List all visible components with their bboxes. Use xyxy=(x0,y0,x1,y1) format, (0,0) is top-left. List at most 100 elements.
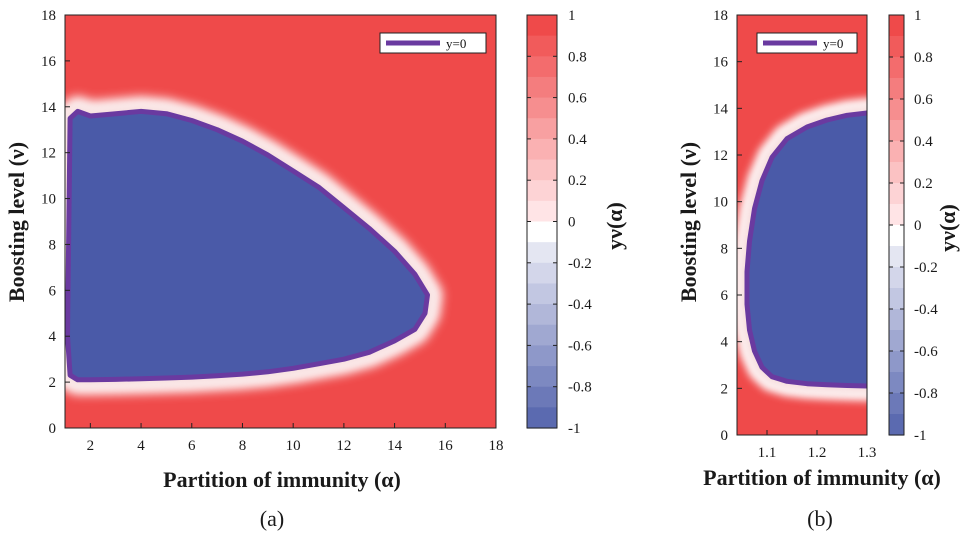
colorbar-bin xyxy=(527,76,557,99)
colorbar-bin xyxy=(889,225,904,247)
x-tick-label: 6 xyxy=(188,438,196,454)
colorbar-tick-label: 0.6 xyxy=(568,91,587,107)
y-tick-label: 10 xyxy=(41,192,56,208)
colorbar-bin xyxy=(527,366,557,388)
y-tick-label: 16 xyxy=(41,54,57,70)
y-tick-label: 12 xyxy=(41,146,56,162)
colorbar-bin xyxy=(889,204,904,226)
y-tick-label: 0 xyxy=(49,421,57,437)
colorbar-bin xyxy=(527,200,557,223)
y-tick-label: 18 xyxy=(41,8,56,24)
colorbar-bin xyxy=(527,345,557,367)
y-tick-label: 12 xyxy=(713,148,728,164)
colorbar-tick-label: 0.2 xyxy=(568,173,587,189)
colorbar-tick-label: -0.4 xyxy=(568,297,592,313)
y-tick-label: 4 xyxy=(49,329,57,345)
colorbar: 1 0.8 0.6 0.4 0.2 0 -0.2 -0.4 -0.6 -0.8 -1 yν(α) xyxy=(888,8,960,444)
y-axis-label: Boosting level (ν) xyxy=(676,142,701,302)
x-tick-label: 16 xyxy=(438,438,454,454)
colorbar-tick-label: -0.2 xyxy=(568,256,592,272)
y-tick-label: 14 xyxy=(713,101,729,117)
y-tick-label: 6 xyxy=(721,288,729,304)
colorbar-bin xyxy=(889,351,904,373)
colorbar-bin xyxy=(527,180,557,202)
x-tick-label: 10 xyxy=(286,438,301,454)
colorbar-bin xyxy=(889,267,904,289)
colorbar-bin xyxy=(527,283,557,305)
colorbar-tick-label: 0.8 xyxy=(914,50,933,66)
colorbar-bin xyxy=(889,183,904,205)
y-tick-label: 16 xyxy=(713,55,729,71)
y-tick-label: 8 xyxy=(721,241,729,257)
y-tick-label: 4 xyxy=(721,335,729,351)
legend: y=0 xyxy=(379,32,487,54)
y-tick-label: 14 xyxy=(41,100,57,116)
x-axis-label: Partition of immunity (α) xyxy=(163,467,401,492)
colorbar-bin xyxy=(889,246,904,268)
heatmap-field xyxy=(65,96,443,395)
colorbar-tick-label: 0.6 xyxy=(914,92,933,108)
panel-caption: (b) xyxy=(807,506,833,531)
colorbar-tick-label: -0.6 xyxy=(914,344,938,360)
colorbar-tick-label: -0.4 xyxy=(914,302,938,318)
legend-entry-label: y=0 xyxy=(823,36,843,51)
y-tick-label: 6 xyxy=(49,283,57,299)
colorbar-bin xyxy=(889,162,904,184)
legend-entry-label: y=0 xyxy=(446,36,466,51)
colorbar-bin xyxy=(889,36,904,58)
x-tick-label: 14 xyxy=(387,438,403,454)
x-tick-label: 2 xyxy=(87,438,95,454)
colorbar-bin xyxy=(889,78,904,100)
colorbar-bin xyxy=(889,120,904,142)
y-tick-label: 2 xyxy=(721,381,729,397)
colorbar-tick-label: 1 xyxy=(568,8,576,24)
y-tick-label: 2 xyxy=(49,375,57,391)
colorbar-bin xyxy=(527,138,557,161)
colorbar: 1 0.8 0.6 0.4 0.2 0 -0.2 -0.4 -0.6 -0.8 -1 yν(α) xyxy=(526,8,627,437)
x-tick-label: 12 xyxy=(336,438,351,454)
legend: y=0 xyxy=(756,32,858,54)
axes-frame xyxy=(736,14,868,436)
colorbar-bin xyxy=(889,288,904,310)
colorbar-bin xyxy=(889,330,904,352)
series-line-y0 xyxy=(744,110,867,389)
colorbar-bin xyxy=(527,386,557,408)
colorbar-bin xyxy=(527,35,557,57)
colorbar-tick-label: 0.4 xyxy=(568,132,587,148)
heatmap-field xyxy=(737,98,867,401)
colorbar-bin xyxy=(527,262,557,285)
colorbar-tick-label: -0.2 xyxy=(914,260,938,276)
colorbar-tick-label: -1 xyxy=(914,428,927,444)
y-tick-label: 10 xyxy=(713,195,728,211)
axes-frame xyxy=(64,14,497,429)
colorbar-bin xyxy=(527,407,557,429)
x-tick-label: 1.3 xyxy=(858,445,877,461)
colorbar-bin xyxy=(527,324,557,346)
panel-caption: (a) xyxy=(260,506,284,531)
colorbar-title: yν(α) xyxy=(935,204,960,252)
colorbar-bin xyxy=(889,141,904,163)
colorbar-tick-label: -1 xyxy=(568,421,581,437)
colorbar-bin xyxy=(889,393,904,415)
x-tick-label: 1.2 xyxy=(808,445,827,461)
colorbar-bin xyxy=(527,15,557,37)
colorbar-tick-label: 0.4 xyxy=(914,134,933,150)
x-axis-label: Partition of immunity (α) xyxy=(703,465,941,490)
colorbar-bin xyxy=(527,159,557,181)
x-tick-label: 8 xyxy=(239,438,247,454)
y-tick-label: 18 xyxy=(713,8,728,24)
x-tick-label: 1.1 xyxy=(758,445,777,461)
colorbar-bin xyxy=(889,99,904,121)
colorbar-tick-label: 0 xyxy=(568,215,576,231)
y-tick-label: 8 xyxy=(49,237,57,253)
y-axis-label: Boosting level (ν) xyxy=(4,142,29,302)
colorbar-bin xyxy=(889,414,904,436)
colorbar-bin xyxy=(527,97,557,119)
x-tick-label: 18 xyxy=(489,438,504,454)
colorbar-title: yν(α) xyxy=(602,202,627,250)
colorbar-bin xyxy=(527,118,557,140)
colorbar-bin xyxy=(527,242,557,264)
